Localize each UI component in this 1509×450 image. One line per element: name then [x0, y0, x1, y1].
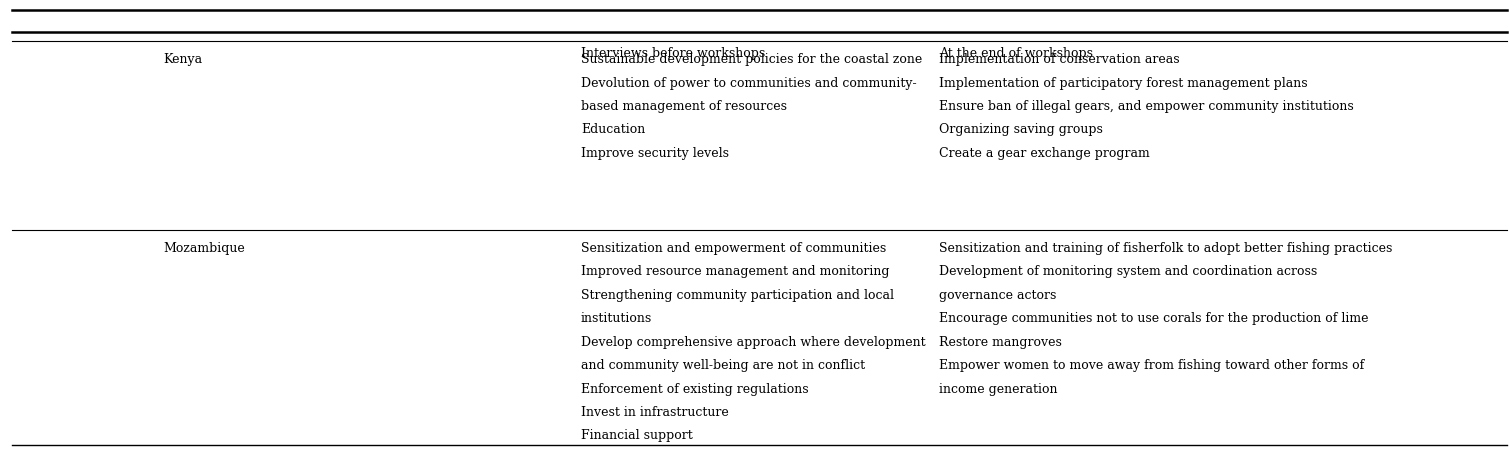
Text: Development of monitoring system and coordination across: Development of monitoring system and coo…	[939, 266, 1317, 279]
Text: Kenya: Kenya	[163, 53, 202, 66]
Text: Sensitization and training of fisherfolk to adopt better fishing practices: Sensitization and training of fisherfolk…	[939, 242, 1391, 255]
Text: Improve security levels: Improve security levels	[581, 147, 729, 160]
Text: Encourage communities not to use corals for the production of lime: Encourage communities not to use corals …	[939, 312, 1369, 325]
Text: Mozambique: Mozambique	[163, 242, 244, 255]
Text: based management of resources: based management of resources	[581, 100, 788, 113]
Text: At the end of workshops: At the end of workshops	[939, 47, 1093, 60]
Text: governance actors: governance actors	[939, 289, 1056, 302]
Text: Empower women to move away from fishing toward other forms of: Empower women to move away from fishing …	[939, 359, 1364, 372]
Text: Strengthening community participation and local: Strengthening community participation an…	[581, 289, 893, 302]
Text: Ensure ban of illegal gears, and empower community institutions: Ensure ban of illegal gears, and empower…	[939, 100, 1354, 113]
Text: Create a gear exchange program: Create a gear exchange program	[939, 147, 1150, 160]
Text: Develop comprehensive approach where development: Develop comprehensive approach where dev…	[581, 336, 925, 349]
Text: income generation: income generation	[939, 382, 1058, 396]
Text: Organizing saving groups: Organizing saving groups	[939, 123, 1103, 136]
Text: Sensitization and empowerment of communities: Sensitization and empowerment of communi…	[581, 242, 886, 255]
Text: Improved resource management and monitoring: Improved resource management and monitor…	[581, 266, 889, 279]
Text: Financial support: Financial support	[581, 429, 693, 442]
Text: Implementation of participatory forest management plans: Implementation of participatory forest m…	[939, 76, 1307, 90]
Text: Implementation of conservation areas: Implementation of conservation areas	[939, 53, 1179, 66]
Text: Restore mangroves: Restore mangroves	[939, 336, 1061, 349]
Text: Education: Education	[581, 123, 646, 136]
Text: Invest in infrastructure: Invest in infrastructure	[581, 406, 729, 419]
Text: Sustainable development policies for the coastal zone: Sustainable development policies for the…	[581, 53, 922, 66]
Text: and community well-being are not in conflict: and community well-being are not in conf…	[581, 359, 865, 372]
Text: Devolution of power to communities and community-: Devolution of power to communities and c…	[581, 76, 916, 90]
Text: institutions: institutions	[581, 312, 652, 325]
Text: Enforcement of existing regulations: Enforcement of existing regulations	[581, 382, 809, 396]
Text: Interviews before workshops: Interviews before workshops	[581, 47, 765, 60]
